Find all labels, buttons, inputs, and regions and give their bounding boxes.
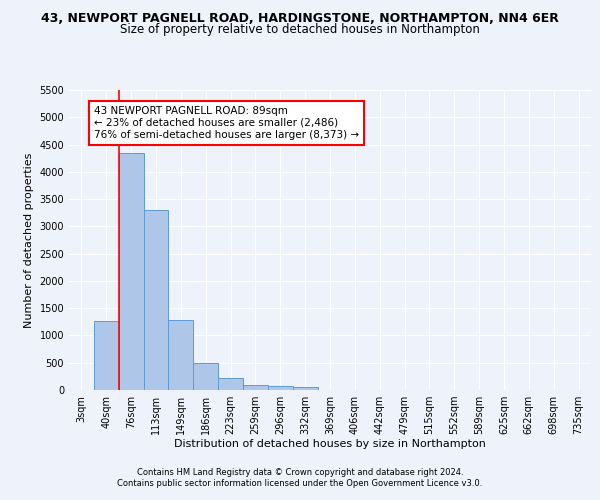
Text: 43 NEWPORT PAGNELL ROAD: 89sqm
← 23% of detached houses are smaller (2,486)
76% : 43 NEWPORT PAGNELL ROAD: 89sqm ← 23% of … [94,106,359,140]
Bar [94,320,119,390]
Text: 43, NEWPORT PAGNELL ROAD, HARDINGSTONE, NORTHAMPTON, NN4 6ER: 43, NEWPORT PAGNELL ROAD, HARDINGSTONE, … [41,12,559,26]
Bar [119,154,143,390]
Y-axis label: Number of detached properties: Number of detached properties [24,152,34,328]
Bar [143,210,169,390]
Bar [193,364,218,390]
Bar [293,386,317,390]
Text: Contains HM Land Registry data © Crown copyright and database right 2024.
Contai: Contains HM Land Registry data © Crown c… [118,468,482,487]
Bar [169,320,193,390]
Bar [268,386,293,390]
X-axis label: Distribution of detached houses by size in Northampton: Distribution of detached houses by size … [174,438,486,448]
Bar [218,378,243,390]
Text: Size of property relative to detached houses in Northampton: Size of property relative to detached ho… [120,22,480,36]
Bar [243,384,268,390]
